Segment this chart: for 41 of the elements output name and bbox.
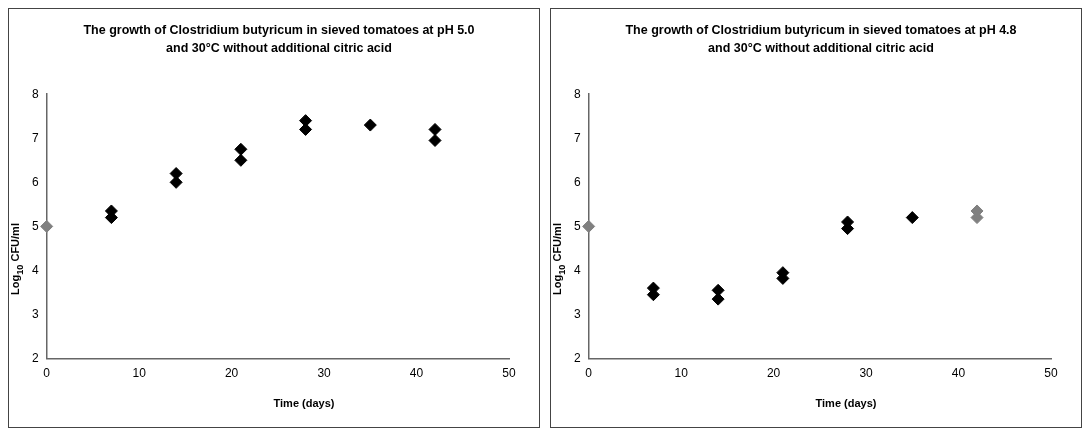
y-tick-label: 8 [573, 86, 581, 101]
x-tick-label: 30 [859, 366, 874, 381]
point [428, 122, 442, 136]
x-axis-title: Time (days) [814, 397, 878, 409]
point [711, 283, 725, 297]
point [582, 219, 596, 233]
y-tick-label: 7 [31, 130, 39, 145]
y-tick-label: 5 [573, 218, 581, 233]
x-tick-label: 30 [317, 366, 332, 381]
y-tick-label: 4 [573, 262, 581, 277]
point [428, 133, 442, 147]
y-tick-label: 6 [573, 174, 581, 189]
y-tick-label: 3 [31, 306, 39, 321]
y-tick-label: 5 [31, 218, 39, 233]
x-axis-title: Time (days) [272, 397, 336, 409]
x-tick-label: 10 [132, 366, 147, 381]
y-tick-label: 3 [573, 306, 581, 321]
chart-title: The growth of Clostridium butyricum in sieved tomatoes at pH 4.8 and 30°C without additional citric acid [624, 22, 1018, 57]
x-tick-label: 50 [502, 366, 516, 381]
point [234, 142, 248, 156]
point [234, 153, 248, 167]
x-tick-label: 20 [224, 366, 239, 381]
x-tick-label: 10 [674, 366, 689, 381]
x-tick-label: 0 [585, 366, 593, 381]
y-tick-label: 2 [573, 350, 581, 365]
x-tick-label: 0 [43, 366, 51, 381]
x-tick-label: 40 [409, 366, 424, 381]
y-tick-label: 7 [573, 130, 581, 145]
y-tick-label: 8 [31, 86, 39, 101]
x-tick-label: 50 [1044, 366, 1058, 381]
y-tick-label: 4 [31, 262, 39, 277]
point [363, 118, 377, 132]
x-tick-label: 20 [766, 366, 781, 381]
point [40, 219, 54, 233]
point [711, 292, 725, 306]
point [169, 175, 183, 189]
point [905, 211, 919, 225]
chart-title: The growth of Clostridium butyricum in sieved tomatoes at pH 5.0 and 30°C without additional citric acid [82, 22, 476, 57]
y-tick-label: 2 [31, 350, 39, 365]
y-tick-label: 6 [31, 174, 39, 189]
x-tick-label: 40 [951, 366, 966, 381]
